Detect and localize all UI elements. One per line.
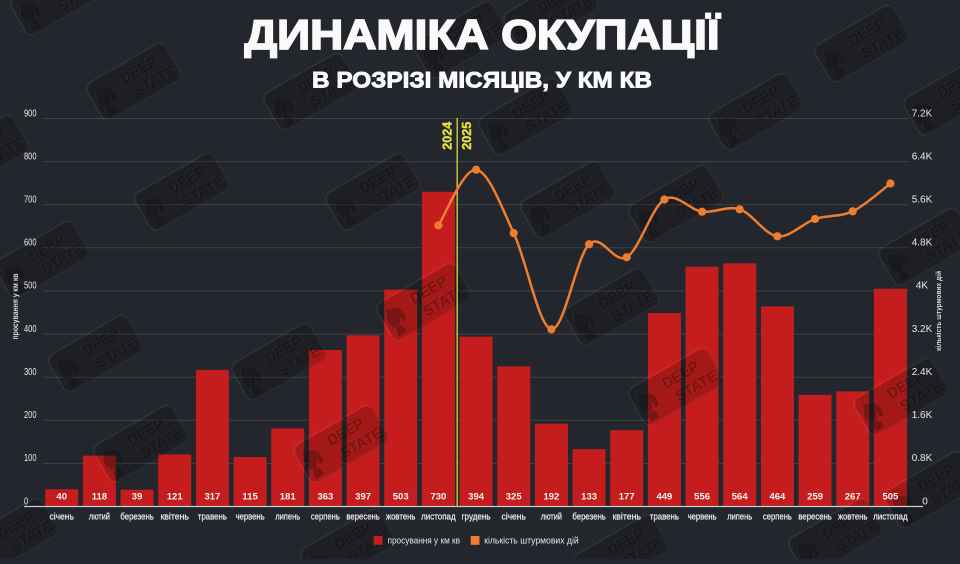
svg-text:травень: травень (650, 511, 679, 522)
svg-text:вересень: вересень (798, 511, 832, 522)
svg-text:564: 564 (732, 492, 749, 503)
svg-text:177: 177 (619, 492, 635, 503)
svg-text:кількість штурмових дій: кількість штурмових дій (934, 271, 943, 351)
svg-text:березень: березень (572, 511, 606, 522)
svg-text:5.6K: 5.6K (912, 195, 933, 206)
svg-text:червень: червень (236, 511, 265, 522)
svg-text:кількість штурмових дій: кількість штурмових дій (484, 536, 579, 547)
svg-text:503: 503 (393, 492, 409, 503)
svg-text:червень: червень (688, 511, 717, 522)
svg-text:300: 300 (24, 367, 37, 378)
svg-text:556: 556 (694, 492, 710, 503)
svg-text:просування у км кв: просування у км кв (10, 274, 20, 340)
svg-text:267: 267 (845, 492, 861, 503)
svg-text:2025: 2025 (460, 122, 474, 150)
svg-text:січень: січень (501, 511, 526, 522)
svg-text:100: 100 (24, 453, 37, 464)
svg-text:464: 464 (769, 492, 786, 503)
svg-text:397: 397 (355, 492, 371, 503)
svg-text:121: 121 (167, 492, 184, 503)
svg-text:600: 600 (24, 238, 37, 249)
svg-text:листопад: листопад (873, 511, 908, 522)
svg-text:0: 0 (922, 496, 928, 507)
svg-text:січень: січень (49, 511, 74, 522)
svg-text:200: 200 (24, 410, 37, 421)
svg-text:900: 900 (24, 108, 37, 119)
svg-text:грудень: грудень (462, 511, 491, 522)
svg-text:325: 325 (506, 492, 523, 503)
svg-text:400: 400 (24, 324, 37, 335)
svg-text:259: 259 (807, 492, 823, 503)
svg-text:лютий: лютий (89, 511, 110, 522)
svg-text:2.4K: 2.4K (912, 367, 933, 378)
svg-text:394: 394 (468, 492, 485, 503)
svg-text:1.6K: 1.6K (912, 410, 933, 421)
svg-text:500: 500 (24, 281, 37, 292)
svg-text:травень: травень (198, 511, 227, 522)
svg-text:3.2K: 3.2K (912, 324, 933, 335)
svg-text:7.2K: 7.2K (912, 108, 933, 119)
svg-text:39: 39 (132, 492, 143, 503)
svg-text:квітень: квітень (160, 511, 189, 522)
svg-text:133: 133 (581, 492, 597, 503)
svg-text:2024: 2024 (440, 122, 454, 150)
svg-text:листопад: листопад (421, 511, 456, 522)
svg-text:6.4K: 6.4K (912, 151, 933, 162)
svg-text:363: 363 (317, 492, 333, 503)
svg-text:серпень: серпень (763, 511, 792, 522)
svg-text:700: 700 (24, 195, 37, 206)
svg-text:4.8K: 4.8K (912, 238, 933, 249)
svg-text:0.8K: 0.8K (912, 453, 933, 464)
svg-text:квітень: квітень (612, 511, 641, 522)
svg-text:вересень: вересень (346, 511, 380, 522)
svg-text:4K: 4K (916, 281, 929, 292)
svg-text:серпень: серпень (311, 511, 340, 522)
svg-text:липень: липень (727, 511, 752, 522)
svg-text:317: 317 (204, 492, 220, 503)
svg-text:ДИНАМІКА ОКУПАЦІЇ: ДИНАМІКА ОКУПАЦІЇ (245, 11, 722, 58)
svg-text:449: 449 (656, 492, 672, 503)
svg-text:жовтень: жовтень (838, 511, 868, 522)
svg-text:505: 505 (882, 492, 899, 503)
svg-text:40: 40 (56, 492, 67, 503)
svg-text:просування у км кв: просування у км кв (388, 536, 461, 547)
svg-text:730: 730 (430, 492, 446, 503)
svg-text:192: 192 (543, 492, 559, 503)
svg-text:жовтень: жовтень (386, 511, 416, 522)
svg-text:115: 115 (242, 492, 258, 503)
svg-text:800: 800 (24, 151, 37, 162)
svg-text:лютий: лютий (541, 511, 562, 522)
svg-text:0: 0 (24, 496, 29, 507)
svg-text:В РОЗРІЗІ МІСЯЦІВ, У КМ КВ: В РОЗРІЗІ МІСЯЦІВ, У КМ КВ (312, 68, 652, 93)
svg-text:березень: березень (120, 511, 154, 522)
svg-text:181: 181 (280, 492, 297, 503)
svg-text:липень: липень (275, 511, 300, 522)
svg-text:118: 118 (92, 492, 107, 503)
